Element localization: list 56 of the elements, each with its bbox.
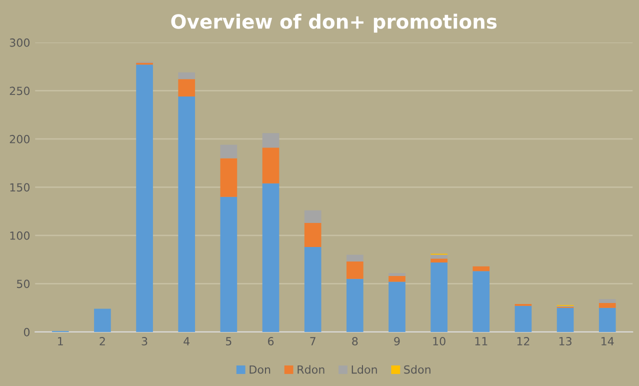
bar [304,247,322,332]
x-tick-label: 13 [559,337,572,346]
bar [598,308,616,332]
x-tick-label: 10 [433,337,446,346]
y-tick-label: 300 [10,38,30,47]
bar [94,308,111,332]
bar [178,96,196,332]
legend-label: Ldon [352,365,377,374]
bar [262,133,280,148]
x-tick-label: 14 [602,337,614,346]
bar [472,266,490,272]
bar [262,148,280,184]
bar [388,273,406,276]
bar [430,254,448,259]
y-tick-label: 200 [10,134,30,144]
bar [388,282,406,332]
bar [262,183,280,332]
x-tick-label: 8 [352,337,358,346]
legend-label: Don [250,365,270,374]
y-tick-label: 100 [10,231,30,240]
bar [178,72,196,80]
y-tick-label: 0 [24,328,30,336]
bar [388,276,406,282]
x-tick-label: 9 [394,337,400,346]
bar [346,262,364,279]
bar [514,306,532,332]
x-tick-label: 11 [475,337,488,346]
x-tick-label: 12 [517,337,530,346]
legend-label: Rdon [298,365,324,374]
bar [220,196,238,332]
bar [598,299,616,304]
x-tick-label: 3 [142,337,148,346]
legend-label: Sdon [404,365,430,374]
bar [346,278,364,332]
bar [220,144,238,158]
bar [598,303,616,308]
y-tick-label: 250 [10,86,30,96]
x-tick-label: 1 [58,337,63,346]
y-tick-label: 50 [17,280,30,288]
bar [430,258,448,262]
chart-title: Overview of don+ promotions [171,14,497,33]
bar [472,271,490,332]
bar [304,210,322,223]
x-tick-label: 5 [226,337,232,346]
bar [304,222,322,248]
x-tick-label: 6 [268,337,274,346]
y-tick-label: 150 [10,183,30,192]
x-tick-label: 7 [310,337,316,346]
bar [136,64,153,332]
bar [556,308,574,332]
bar [346,254,364,262]
bar [430,262,448,332]
x-tick-label: 4 [184,337,190,346]
bar [178,79,196,96]
x-tick-label: 2 [100,337,105,346]
bar [220,158,238,197]
